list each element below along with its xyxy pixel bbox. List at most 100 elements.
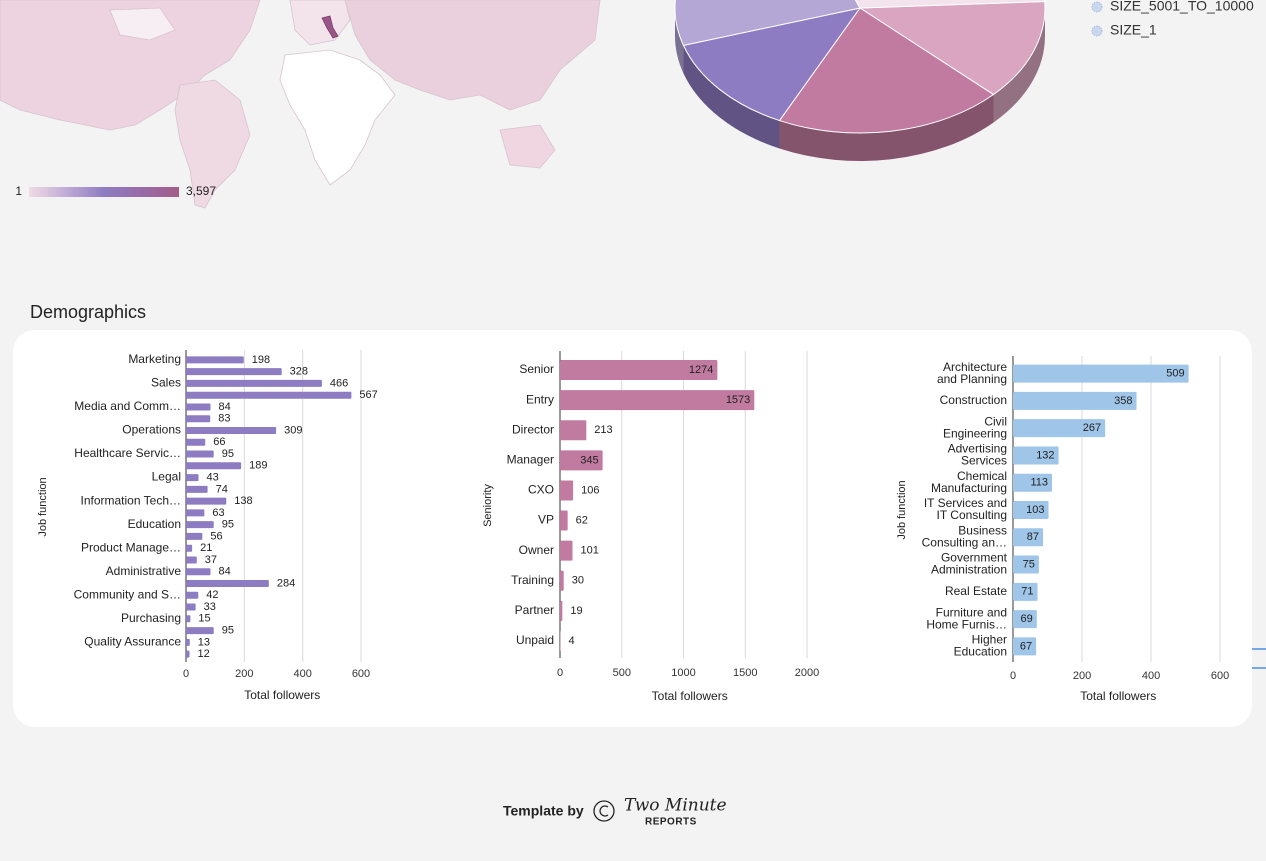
category-label: Real Estate	[945, 584, 1007, 598]
country-shape	[499, 124, 556, 169]
value-label: 189	[249, 460, 267, 472]
value-label: 132	[1036, 449, 1054, 461]
x-tick-label: 600	[352, 668, 370, 680]
x-tick-label: 0	[1010, 670, 1016, 682]
category-label: Director	[512, 422, 554, 436]
value-label: 101	[580, 545, 598, 557]
bar	[186, 580, 269, 587]
country-shape	[0, 0, 261, 131]
bar	[560, 420, 587, 441]
bar	[560, 570, 564, 591]
value-label: 328	[290, 366, 308, 378]
brand-subname: REPORTS	[645, 817, 697, 828]
category-label: Product Manage…	[81, 540, 181, 554]
value-label: 66	[213, 436, 225, 448]
category-label: Construction	[940, 393, 1007, 407]
x-tick-label: 0	[557, 667, 563, 679]
category-label: Administration	[931, 563, 1007, 577]
value-label: 198	[252, 354, 270, 366]
category-label: Sales	[151, 376, 181, 390]
pie-slice	[854, 0, 1046, 9]
value-label: 84	[219, 566, 231, 578]
country-shape	[344, 0, 601, 111]
value-label: 71	[1021, 586, 1033, 598]
legend-label: SIZE_5001_TO_10000	[1110, 0, 1254, 14]
x-tick-label: 500	[613, 667, 631, 679]
bar	[1013, 364, 1189, 383]
bar	[560, 540, 573, 561]
value-label: 509	[1166, 368, 1184, 380]
value-label: 63	[212, 507, 224, 519]
value-label: 83	[218, 413, 230, 425]
bar	[186, 556, 197, 564]
bar	[560, 600, 563, 621]
category-label: and Planning	[937, 372, 1007, 386]
value-label: 113	[1030, 477, 1048, 489]
value-label: 21	[200, 542, 212, 554]
value-label: 12	[198, 648, 210, 660]
bar	[1013, 446, 1059, 465]
bar	[186, 650, 190, 658]
category-label: Media and Comm…	[74, 399, 181, 413]
y-axis-title: Seniority	[482, 484, 494, 527]
x-tick-label: 1000	[671, 667, 695, 679]
value-label: 67	[1020, 640, 1032, 652]
bar	[1013, 610, 1037, 629]
value-label: 15	[198, 613, 210, 625]
category-label: Home Furnis…	[926, 617, 1007, 631]
bar	[186, 462, 242, 470]
bar	[186, 438, 206, 446]
bar	[1013, 501, 1049, 519]
bar	[186, 427, 277, 434]
bar	[186, 627, 214, 635]
value-label: 466	[330, 377, 348, 389]
color-scale-label: 1	[15, 184, 22, 198]
color-scale	[29, 187, 179, 197]
bar	[186, 615, 191, 623]
x-tick-label: 400	[293, 668, 311, 680]
value-label: 56	[210, 530, 222, 542]
pie-slice	[778, 7, 995, 134]
x-axis-title: Total followers	[1080, 689, 1156, 703]
category-label: Entry	[526, 392, 554, 406]
x-tick-label: 400	[1142, 670, 1160, 682]
category-label: IT Services and	[924, 496, 1007, 510]
bar	[186, 638, 190, 646]
category-label: Education	[128, 517, 181, 531]
bar	[560, 480, 574, 501]
category-label: Services	[961, 454, 1007, 468]
category-label: IT Consulting	[937, 508, 1007, 522]
country-shape	[321, 15, 339, 39]
value-label: 42	[206, 589, 218, 601]
value-label: 95	[222, 448, 234, 460]
bar	[186, 568, 211, 576]
bar	[186, 591, 199, 599]
legend-marker	[1091, 25, 1103, 37]
value-label: 103	[1026, 504, 1044, 516]
x-tick-label: 2000	[795, 667, 819, 679]
bar	[186, 509, 205, 517]
value-label: 95	[222, 624, 234, 636]
value-label: 62	[576, 514, 588, 526]
bar	[186, 415, 211, 423]
bar	[1013, 528, 1044, 547]
bar	[1013, 391, 1137, 410]
value-label: 358	[1114, 395, 1132, 407]
bar	[186, 497, 227, 505]
bar	[1013, 582, 1038, 601]
category-label: Government	[941, 551, 1008, 565]
value-label: 13	[198, 636, 210, 648]
bar	[186, 474, 199, 482]
category-label: Civil	[984, 414, 1007, 428]
bar	[186, 368, 282, 376]
bar	[1013, 555, 1039, 574]
value-label: 43	[207, 471, 219, 483]
logo-icon	[599, 805, 609, 817]
value-label: 19	[570, 605, 582, 617]
value-label: 267	[1083, 422, 1101, 434]
category-label: Consulting an…	[922, 535, 1007, 549]
category-label: Community and S…	[74, 587, 181, 601]
section-title: Demographics	[30, 302, 146, 322]
category-label: Architecture	[943, 360, 1007, 374]
